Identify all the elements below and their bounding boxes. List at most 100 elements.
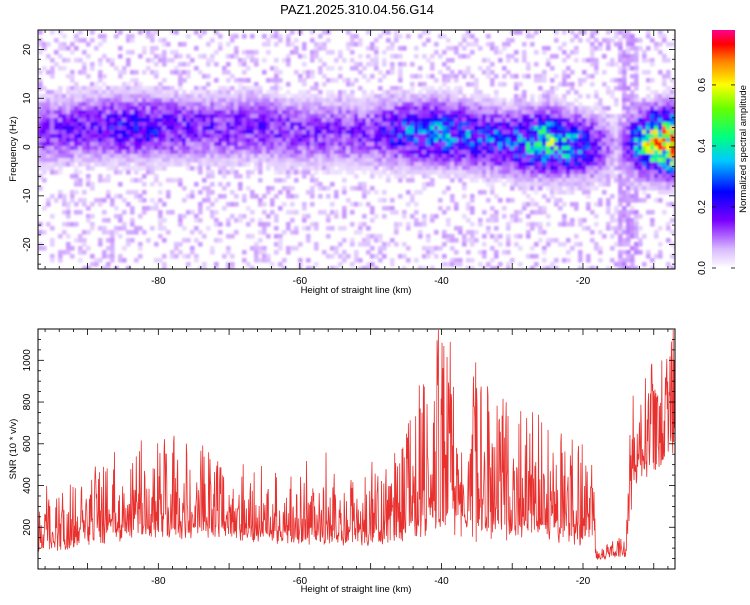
spectrogram-cell — [246, 86, 251, 91]
spectrogram-cell — [158, 86, 163, 91]
spectrogram-cell — [250, 138, 255, 143]
spectrogram-cell — [114, 138, 119, 143]
spectrogram-cell — [326, 186, 331, 191]
spectrogram-cell — [146, 106, 151, 111]
spectrogram-cell — [130, 98, 135, 103]
spectrogram-cell — [594, 70, 599, 75]
spectrogram-cell — [134, 190, 139, 195]
spectrogram-cell — [86, 102, 91, 107]
spectrogram-cell — [406, 126, 411, 131]
spectrogram-cell — [166, 98, 171, 103]
spectrogram-cell — [470, 74, 475, 79]
spectrogram-cell — [398, 150, 403, 155]
spectrogram-cell — [278, 138, 283, 143]
spectrogram-cell — [82, 98, 87, 103]
spectrogram-cell — [602, 150, 607, 155]
spectrogram-cell — [254, 142, 259, 147]
spectrogram-cell — [430, 138, 435, 143]
spectrogram-cell — [346, 102, 351, 107]
spectrogram-cell — [266, 138, 271, 143]
spectrogram-cell — [118, 126, 123, 131]
spectrogram-cell — [290, 154, 295, 159]
spectrogram-cell — [534, 62, 539, 67]
spectrogram-cell — [522, 118, 527, 123]
spectrogram-cell — [510, 98, 515, 103]
spectrogram-cell — [626, 54, 631, 59]
spectrogram-cell — [174, 162, 179, 167]
spectrogram-cell — [262, 34, 267, 39]
spectrogram-cell — [518, 210, 523, 215]
spectrogram-cell — [398, 142, 403, 147]
spectrogram-cell — [150, 150, 155, 155]
spectrogram-cell — [626, 66, 631, 71]
spectrogram-cell — [606, 158, 611, 163]
spectrogram-cell — [434, 162, 439, 167]
spectrogram-cell — [398, 110, 403, 115]
spectrogram-cell — [70, 194, 75, 199]
spectrogram-cell — [398, 130, 403, 135]
spectrogram-cell — [282, 142, 287, 147]
spectrogram-cell — [78, 170, 83, 175]
spectrogram-cell — [558, 134, 563, 139]
spectrogram-cell — [298, 154, 303, 159]
spectrogram-cell — [558, 146, 563, 151]
spectrogram-cell — [506, 178, 511, 183]
spectrogram-cell — [286, 62, 291, 67]
spectrogram-cell — [134, 102, 139, 107]
spectrogram-cell — [298, 90, 303, 95]
spectrogram-cell — [554, 106, 559, 111]
spectrogram-cell — [562, 118, 567, 123]
spectrogram-cell — [278, 170, 283, 175]
spectrogram-cell — [370, 218, 375, 223]
spectrogram-cell — [190, 122, 195, 127]
spectrogram-cell — [514, 82, 519, 87]
spectrogram-cell — [54, 102, 59, 107]
spectrogram-cell — [154, 202, 159, 207]
spectrogram-cell — [126, 130, 131, 135]
spectrogram-cell — [322, 250, 327, 255]
spectrogram-cell — [50, 150, 55, 155]
spectrogram-cell — [182, 238, 187, 243]
spectrogram-cell — [118, 98, 123, 103]
spectrogram-cell — [382, 154, 387, 159]
spectrogram-cell — [598, 102, 603, 107]
spectrogram-cell — [318, 146, 323, 151]
spectrogram-cell — [414, 114, 419, 119]
spectrogram-cell — [634, 58, 639, 63]
spectrogram-cell — [566, 74, 571, 79]
spectrogram-cell — [258, 130, 263, 135]
spectrogram-cell — [514, 110, 519, 115]
spectrogram-cell — [314, 182, 319, 187]
spectrogram-cell — [458, 170, 463, 175]
spectrogram-cell — [70, 126, 75, 131]
spectrogram-cell — [202, 110, 207, 115]
spectrogram-cell — [106, 102, 111, 107]
spectrogram-cell — [494, 146, 499, 151]
spectrogram-cell — [302, 54, 307, 59]
spectrogram-cell — [514, 102, 519, 107]
spectrogram-cell — [122, 98, 127, 103]
spectrogram-cell — [90, 166, 95, 171]
spectrogram-cell — [402, 134, 407, 139]
spectrogram-cell — [250, 266, 255, 269]
spectrogram-cell — [414, 110, 419, 115]
spectrogram-cell — [42, 110, 47, 115]
spectrogram-cell — [514, 94, 519, 99]
spectrogram-cell — [430, 166, 435, 171]
spectrogram-cell — [494, 74, 499, 79]
spectrogram-cell — [250, 146, 255, 151]
spectrogram-cell — [514, 178, 519, 183]
spectrogram-cell — [54, 114, 59, 119]
spectrogram-cell — [106, 146, 111, 151]
spectrogram-cell — [418, 106, 423, 111]
spectrogram-cell — [554, 122, 559, 127]
spectrogram-cell — [238, 182, 243, 187]
spectrogram-cell — [546, 142, 551, 147]
spectrogram-cell — [542, 178, 547, 183]
spectrogram-cell — [318, 102, 323, 107]
spectrogram-cell — [654, 138, 659, 143]
spectrogram-cell — [446, 146, 451, 151]
spectrogram-cell — [366, 250, 371, 255]
spectrogram-cell — [82, 230, 87, 235]
spectrogram-cell — [390, 166, 395, 171]
